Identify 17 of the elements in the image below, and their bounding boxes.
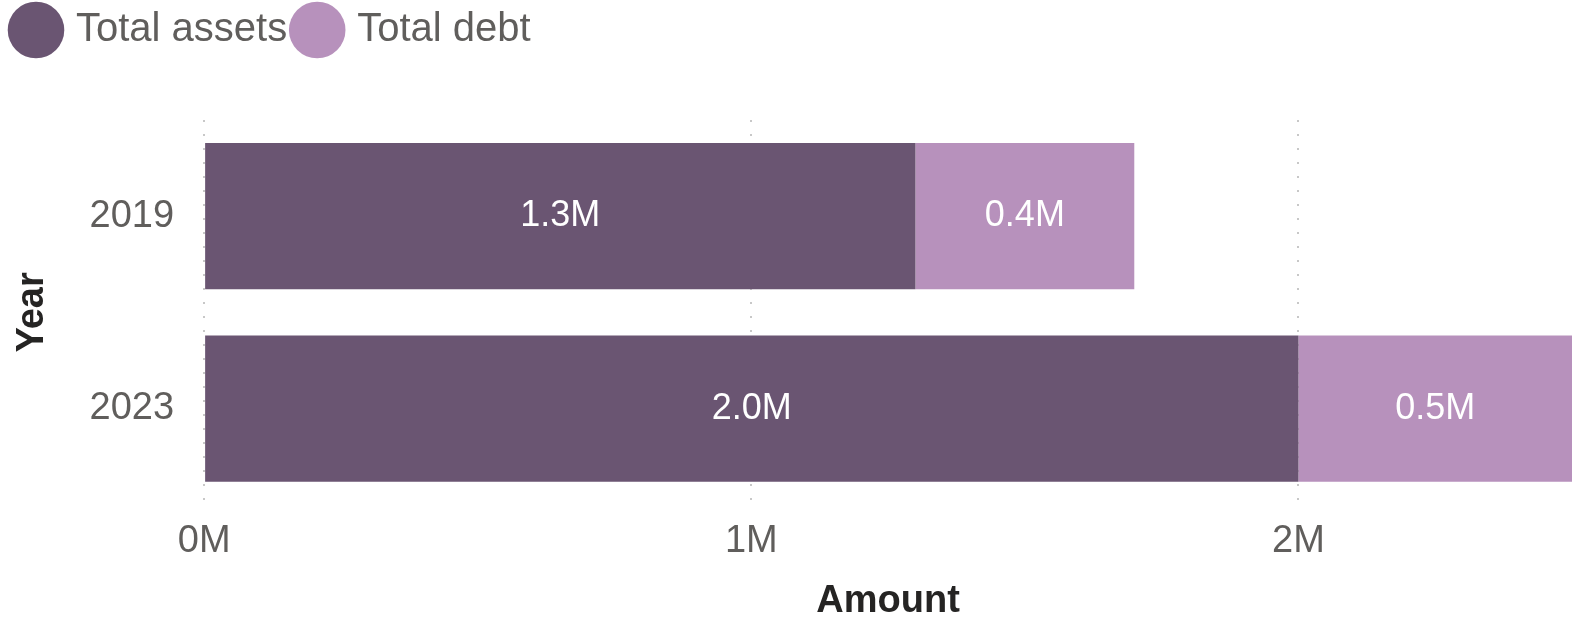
y-axis-title: Year (9, 272, 52, 353)
data-label: 1.3M (520, 193, 601, 235)
data-label: 2.0M (711, 385, 792, 427)
bar (205, 143, 916, 290)
x-axis-title: Amount (816, 577, 961, 620)
data-label: 0.4M (984, 193, 1065, 235)
bar (915, 143, 1135, 290)
bar (205, 335, 1299, 482)
x-tick-label: 2M (1272, 518, 1325, 561)
legend-label: Total debt (357, 5, 531, 50)
x-tick-label: 0M (177, 518, 231, 561)
bar (1298, 335, 1572, 482)
data-label: 0.5M (1395, 385, 1476, 427)
y-tick-label: 2019 (89, 192, 175, 235)
x-tick-label: 1M (724, 518, 778, 561)
y-tick-label: 2023 (89, 385, 175, 428)
legend-label: Total assets (76, 5, 288, 50)
